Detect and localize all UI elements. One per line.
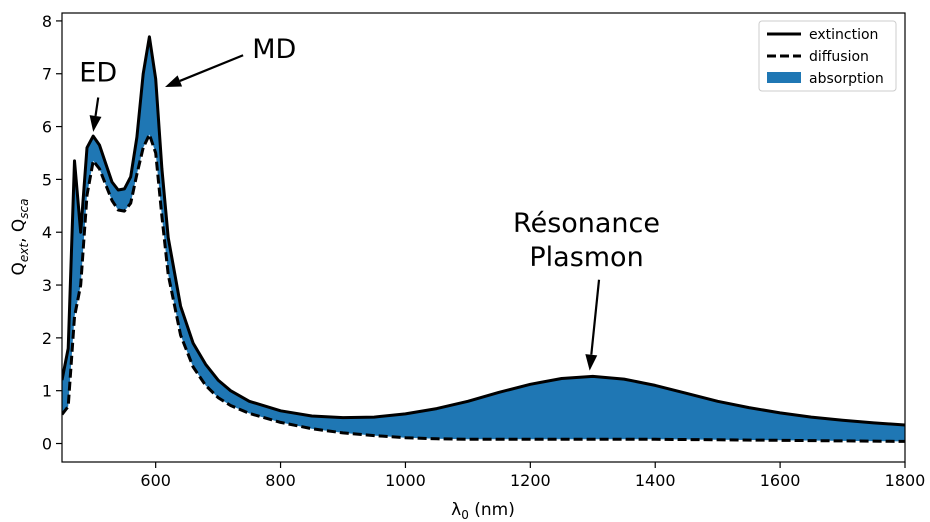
x-tick-label: 1000 bbox=[385, 471, 426, 490]
y-tick-label: 4 bbox=[42, 223, 52, 242]
annotation-label: ED bbox=[79, 58, 117, 89]
legend-key-absorption bbox=[767, 72, 801, 83]
y-tick-label: 1 bbox=[42, 382, 52, 401]
y-axis-label: Qext, Qsca bbox=[9, 199, 31, 276]
x-axis-label: λ0 (nm) bbox=[451, 500, 515, 522]
x-tick-label: 1400 bbox=[635, 471, 676, 490]
annotation-arrow-shaft bbox=[179, 54, 244, 82]
legend-label-absorption: absorption bbox=[809, 71, 884, 87]
absorption-area bbox=[62, 36, 905, 442]
annotation-arrow-shaft bbox=[94, 97, 100, 117]
legend-label-extinction: extinction bbox=[809, 27, 878, 43]
x-tick-label: 1800 bbox=[885, 471, 926, 490]
legend: extinction diffusion absorption bbox=[758, 20, 897, 92]
x-tick-label: 600 bbox=[140, 471, 171, 490]
x-tick-label: 1200 bbox=[510, 471, 551, 490]
y-tick-label: 3 bbox=[42, 276, 52, 295]
extinction-line bbox=[62, 35, 905, 427]
y-tick-label: 2 bbox=[42, 329, 52, 348]
y-tick-label: 7 bbox=[42, 65, 52, 84]
x-tick-label: 1600 bbox=[760, 471, 801, 490]
y-tick-label: 8 bbox=[42, 12, 52, 31]
y-tick-label: 0 bbox=[42, 435, 52, 454]
plot-frame bbox=[61, 12, 906, 463]
x-tick-label: 800 bbox=[265, 471, 296, 490]
annotation-arrow-head bbox=[89, 115, 102, 132]
annotation-arrow-head bbox=[165, 75, 183, 87]
annotation-arrow-shaft bbox=[590, 279, 601, 355]
legend-label-diffusion: diffusion bbox=[809, 49, 869, 65]
annotation-label: Résonance Plasmon bbox=[513, 208, 660, 273]
y-tick-label: 6 bbox=[42, 118, 52, 137]
annotation-label: MD bbox=[252, 34, 296, 65]
y-tick-label: 5 bbox=[42, 170, 52, 189]
annotation-arrow-head bbox=[585, 354, 598, 371]
